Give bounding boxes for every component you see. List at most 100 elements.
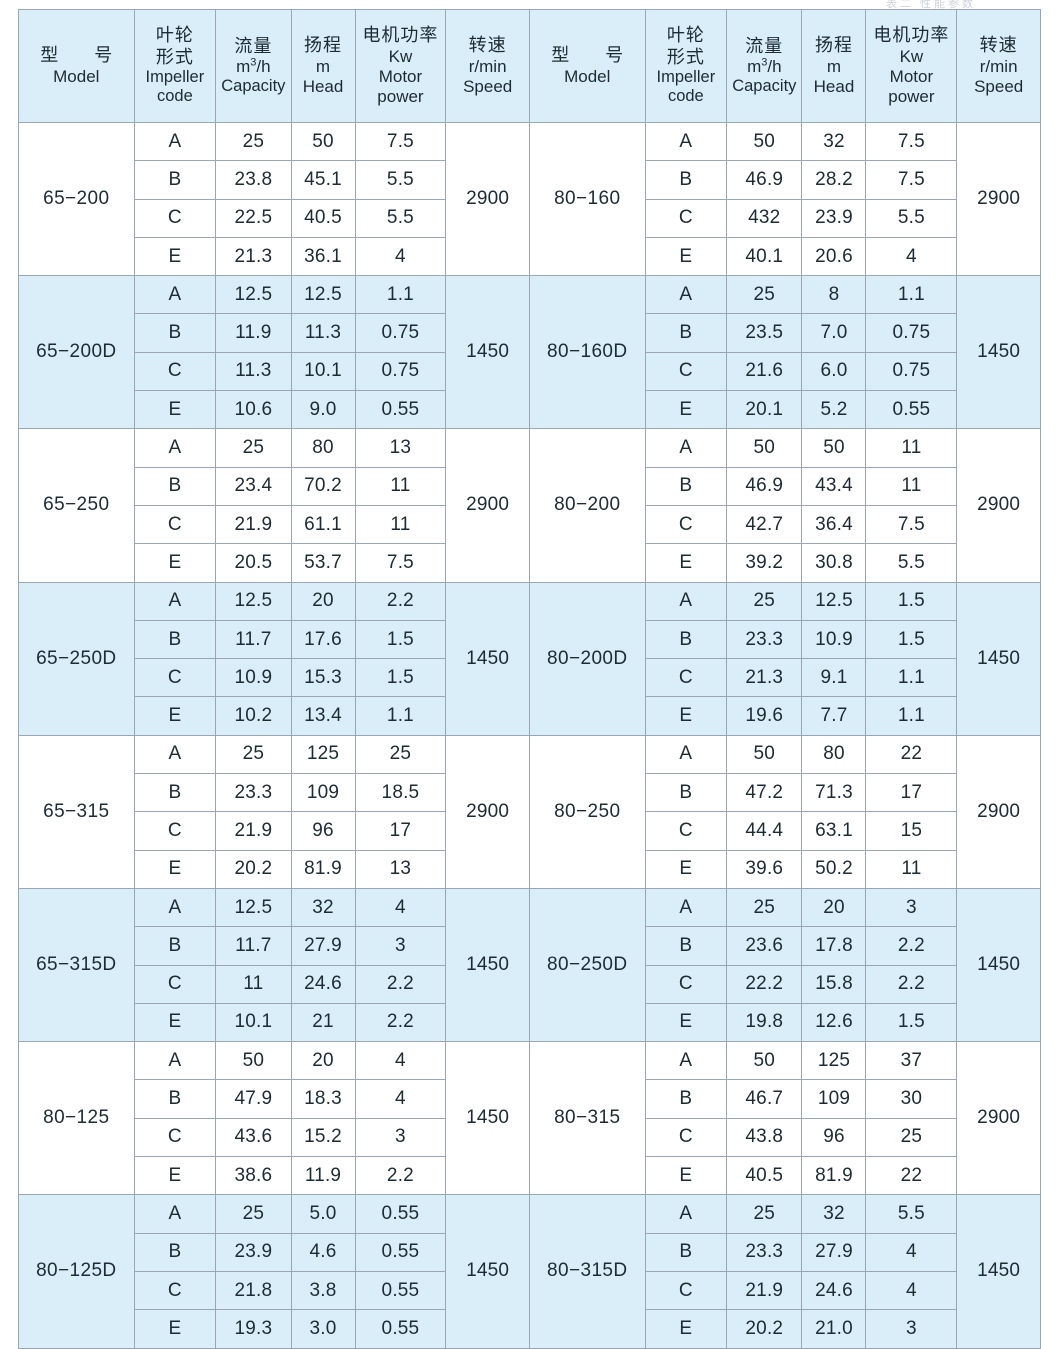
head-cell: 61.1 (290, 504, 356, 545)
capacity-cell: 25 (726, 275, 803, 315)
impeller-code-cell: B (644, 1232, 728, 1272)
head-cell: 10.9 (801, 619, 867, 660)
capacity-cell: 21.3 (215, 236, 292, 277)
table-row: E 10.6 9.0 0.55 E 20.1 5.2 0.55 (19, 390, 1041, 430)
impeller-code-cell: E (133, 236, 217, 277)
table-row: 65−315D A 12.5 32 4 1450 80−250D A 25 20 3 1450 (18, 887, 1041, 1043)
impeller-code-cell: C (644, 198, 728, 238)
header-model-en-right: Model (564, 66, 611, 86)
capacity-cell: 10.1 (215, 1002, 292, 1043)
head-cell: 4.6 (290, 1232, 356, 1272)
motor-power-cell: 0.55 (354, 1309, 447, 1349)
table-row: B 23.9 4.6 0.55 B 23.3 27.9 4 (19, 1232, 1041, 1272)
impeller-code-cell: A (133, 428, 217, 468)
table-row: E 21.3 36.1 4 E 40.1 20.6 4 (19, 236, 1041, 277)
capacity-cell: 20.5 (215, 543, 292, 583)
impeller-code-cell: B (133, 1232, 217, 1272)
motor-power-cell: 0.55 (354, 390, 447, 430)
head-cell: 96 (290, 811, 356, 851)
motor-power-cell: 25 (865, 1117, 958, 1158)
impeller-code-cell: A (133, 581, 217, 621)
motor-power-cell: 0.75 (865, 351, 958, 392)
header-head-en-right: Head (813, 76, 855, 96)
header-code-cn1-left: 叶轮 (155, 25, 194, 46)
head-cell: 32 (801, 121, 867, 162)
capacity-cell: 44.4 (726, 811, 803, 851)
header-speed-en-left: Speed (463, 76, 513, 96)
table-row: 80−125 A 50 20 4 1450 80−315 A 50 125 37 2900 (18, 1041, 1041, 1196)
model-cell: 80−125 (18, 1041, 135, 1196)
model-cell: 80−160D (528, 275, 646, 430)
header-speed-unit-left: r/min (468, 56, 507, 76)
impeller-code-cell: B (644, 313, 728, 353)
head-cell: 28.2 (801, 160, 867, 200)
head-cell: 96 (801, 1117, 867, 1158)
motor-power-cell: 7.5 (865, 504, 958, 545)
motor-power-cell: 11 (865, 849, 958, 889)
impeller-code-cell: B (644, 160, 728, 200)
header-capacity-cn-left: 流量 (234, 35, 273, 56)
motor-power-cell: 3 (865, 1309, 958, 1349)
capacity-cell: 25 (726, 887, 803, 928)
motor-power-cell: 22 (865, 1156, 958, 1196)
impeller-code-cell: A (644, 428, 728, 468)
table-row: C 10.9 15.3 1.5 C 21.3 9.1 1.1 (19, 658, 1041, 698)
head-cell: 81.9 (801, 1156, 867, 1196)
header-power-en2-right: power (888, 86, 935, 106)
capacity-cell: 21.9 (215, 504, 292, 545)
head-cell: 15.3 (290, 658, 356, 698)
table-row: 65−200D A 12.5 12.5 1.1 1450 80−160D A 25 8 1.1 145… (18, 275, 1041, 430)
motor-power-cell: 4 (865, 236, 958, 277)
capacity-cell: 10.2 (215, 696, 292, 736)
table-row: C 11.3 10.1 0.75 C 21.6 6.0 0.75 (19, 351, 1041, 392)
motor-power-cell: 1.5 (354, 658, 447, 698)
impeller-code-cell: E (644, 390, 728, 430)
capacity-cell: 12.5 (215, 581, 292, 621)
head-cell: 8 (801, 275, 867, 315)
head-cell: 43.4 (801, 466, 867, 506)
motor-power-cell: 4 (354, 887, 447, 928)
capacity-cell: 21.6 (726, 351, 803, 392)
capacity-cell: 432 (726, 198, 803, 238)
table-row: E 10.1 21 2.2 E 19.8 12.6 1.5 (19, 1002, 1041, 1043)
speed-cell: 1450 (445, 1041, 530, 1196)
header-code-en1-right: Impeller (656, 67, 716, 86)
motor-power-cell: 22 (865, 734, 958, 775)
model-cell: 65−250D (18, 581, 135, 736)
table-row: B 23.4 70.2 11 B 46.9 43.4 11 (19, 466, 1041, 506)
motor-power-cell: 1.1 (865, 696, 958, 736)
speed-cell: 2900 (445, 428, 530, 583)
impeller-code-cell: E (133, 543, 217, 583)
head-cell: 30.8 (801, 543, 867, 583)
head-cell: 13.4 (290, 696, 356, 736)
motor-power-cell: 13 (354, 849, 447, 889)
impeller-code-cell: C (644, 1270, 728, 1311)
impeller-code-cell: C (644, 351, 728, 392)
capacity-cell: 40.5 (726, 1156, 803, 1196)
motor-power-cell: 11 (354, 504, 447, 545)
motor-power-cell: 13 (354, 428, 447, 468)
impeller-code-cell: B (644, 1079, 728, 1119)
capacity-cell: 23.9 (215, 1232, 292, 1272)
capacity-cell: 11 (215, 964, 292, 1004)
capacity-cell: 50 (726, 1041, 803, 1081)
head-cell: 32 (290, 887, 356, 928)
speed-cell: 1450 (956, 275, 1041, 430)
impeller-code-cell: A (133, 275, 217, 315)
header-model-cn-right: 型 号 (551, 45, 633, 66)
impeller-code-cell: B (644, 619, 728, 660)
impeller-code-cell: C (133, 964, 217, 1004)
header-speed-right: 转速 r/min Speed (956, 9, 1041, 123)
model-cell: 80−160 (528, 121, 646, 277)
motor-power-cell: 4 (354, 236, 447, 277)
capacity-cell: 23.8 (215, 160, 292, 200)
speed-cell: 1450 (445, 1194, 530, 1349)
motor-power-cell: 0.75 (354, 313, 447, 353)
table-row: 65−250 A 25 80 13 2900 80−200 A 50 50 11 2900 (18, 428, 1041, 583)
header-code-cn1-right: 叶轮 (666, 25, 705, 46)
impeller-code-cell: C (133, 198, 217, 238)
capacity-cell: 23.5 (726, 313, 803, 353)
impeller-code-cell: E (644, 1156, 728, 1196)
head-cell: 5.0 (290, 1194, 356, 1234)
